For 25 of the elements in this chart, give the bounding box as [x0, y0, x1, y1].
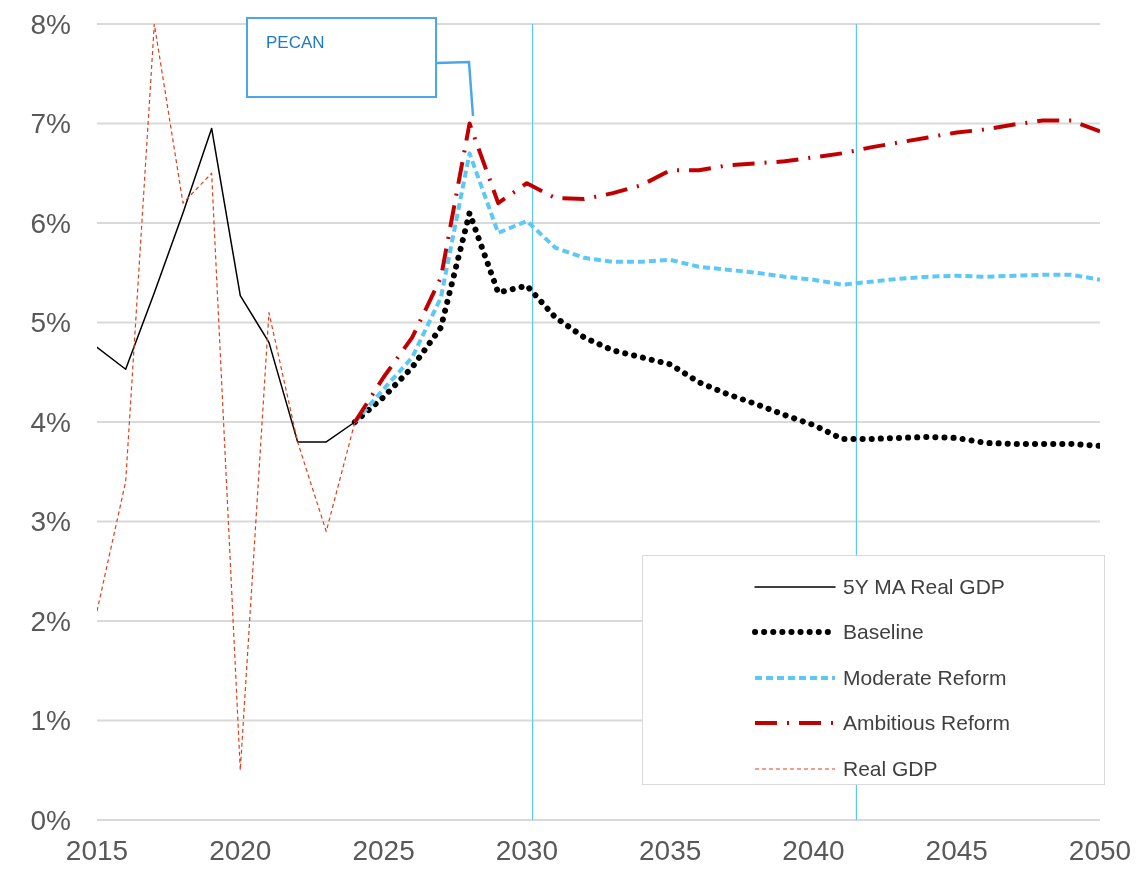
y-tick-label: 4%	[30, 406, 71, 438]
legend-label: 5Y MA Real GDP	[843, 574, 1005, 599]
x-tick-label: 2040	[782, 834, 845, 866]
callout-box: PECAN	[246, 17, 437, 98]
legend-label: Ambitious Reform	[843, 711, 1010, 736]
x-tick-label: 2030	[495, 834, 559, 866]
x-tick-label: 2045	[925, 834, 988, 866]
x-tick-label: 2050	[1068, 834, 1132, 866]
y-tick-label: 8%	[30, 8, 71, 40]
x-tick-label: 2025	[352, 834, 415, 866]
annotation: PECAN	[266, 33, 325, 53]
legend-label: Moderate Reform	[843, 665, 1007, 690]
y-tick-label: 7%	[30, 108, 71, 140]
y-tick-label: 2%	[30, 605, 71, 637]
line-series	[97, 24, 356, 771]
legend-label: Real GDP	[843, 756, 938, 781]
y-tick-label: 3%	[30, 506, 71, 538]
y-tick-label: 6%	[30, 207, 71, 239]
y-tick-label: 1%	[30, 705, 71, 737]
y-tick-label: 5%	[30, 307, 71, 339]
y-tick-label: 0%	[30, 804, 71, 836]
x-tick-label: 2020	[209, 834, 272, 866]
legend-label: Baseline	[843, 620, 924, 645]
x-tick-label: 2035	[638, 834, 702, 866]
x-tick-label: 2015	[65, 834, 129, 866]
